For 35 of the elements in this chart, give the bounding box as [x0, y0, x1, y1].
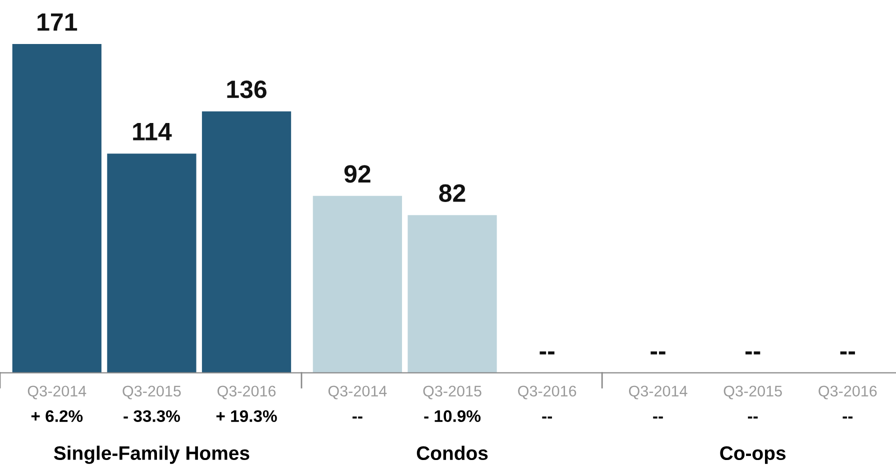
data-label: 171: [38, 13, 78, 31]
text: - 33.3%: [124, 410, 180, 422]
data-label: 136: [227, 80, 266, 98]
text: Single-Family Homes: [54, 446, 250, 464]
data-label: 82: [439, 184, 466, 202]
x-tick-label: Q3-2015: [423, 386, 482, 400]
text: --: [542, 416, 552, 419]
text: --: [540, 351, 554, 354]
bar: [408, 215, 497, 373]
bar: [312, 196, 402, 373]
text: Co-ops: [720, 446, 786, 464]
x-tick-label: Q3-2014: [328, 386, 387, 400]
text: --: [745, 351, 760, 354]
bar: [202, 111, 292, 373]
x-tick-label: Q3-2014: [629, 386, 688, 400]
text: --: [650, 351, 666, 354]
text: --: [842, 416, 853, 419]
text: + 6.2%: [31, 410, 83, 422]
x-tick-label: Q3-2016: [218, 386, 276, 400]
text: --: [748, 416, 758, 419]
data-label: 114: [133, 123, 172, 140]
text: --: [352, 416, 362, 419]
bar: [107, 154, 196, 373]
x-tick-label: Q3-2015: [122, 386, 181, 400]
x-tick-label: Q3-2016: [518, 386, 576, 400]
text: --: [653, 416, 663, 419]
text: --: [840, 351, 855, 354]
text: Condos: [416, 446, 488, 460]
x-tick-label: Q3-2015: [724, 386, 782, 400]
x-tick-label: Q3-2016: [818, 386, 877, 400]
text: - 10.9%: [424, 410, 481, 422]
x-tick-label: Q3-2014: [28, 386, 86, 400]
text: + 19.3%: [216, 410, 277, 422]
data-label: 92: [344, 165, 370, 183]
bar: [12, 44, 102, 373]
